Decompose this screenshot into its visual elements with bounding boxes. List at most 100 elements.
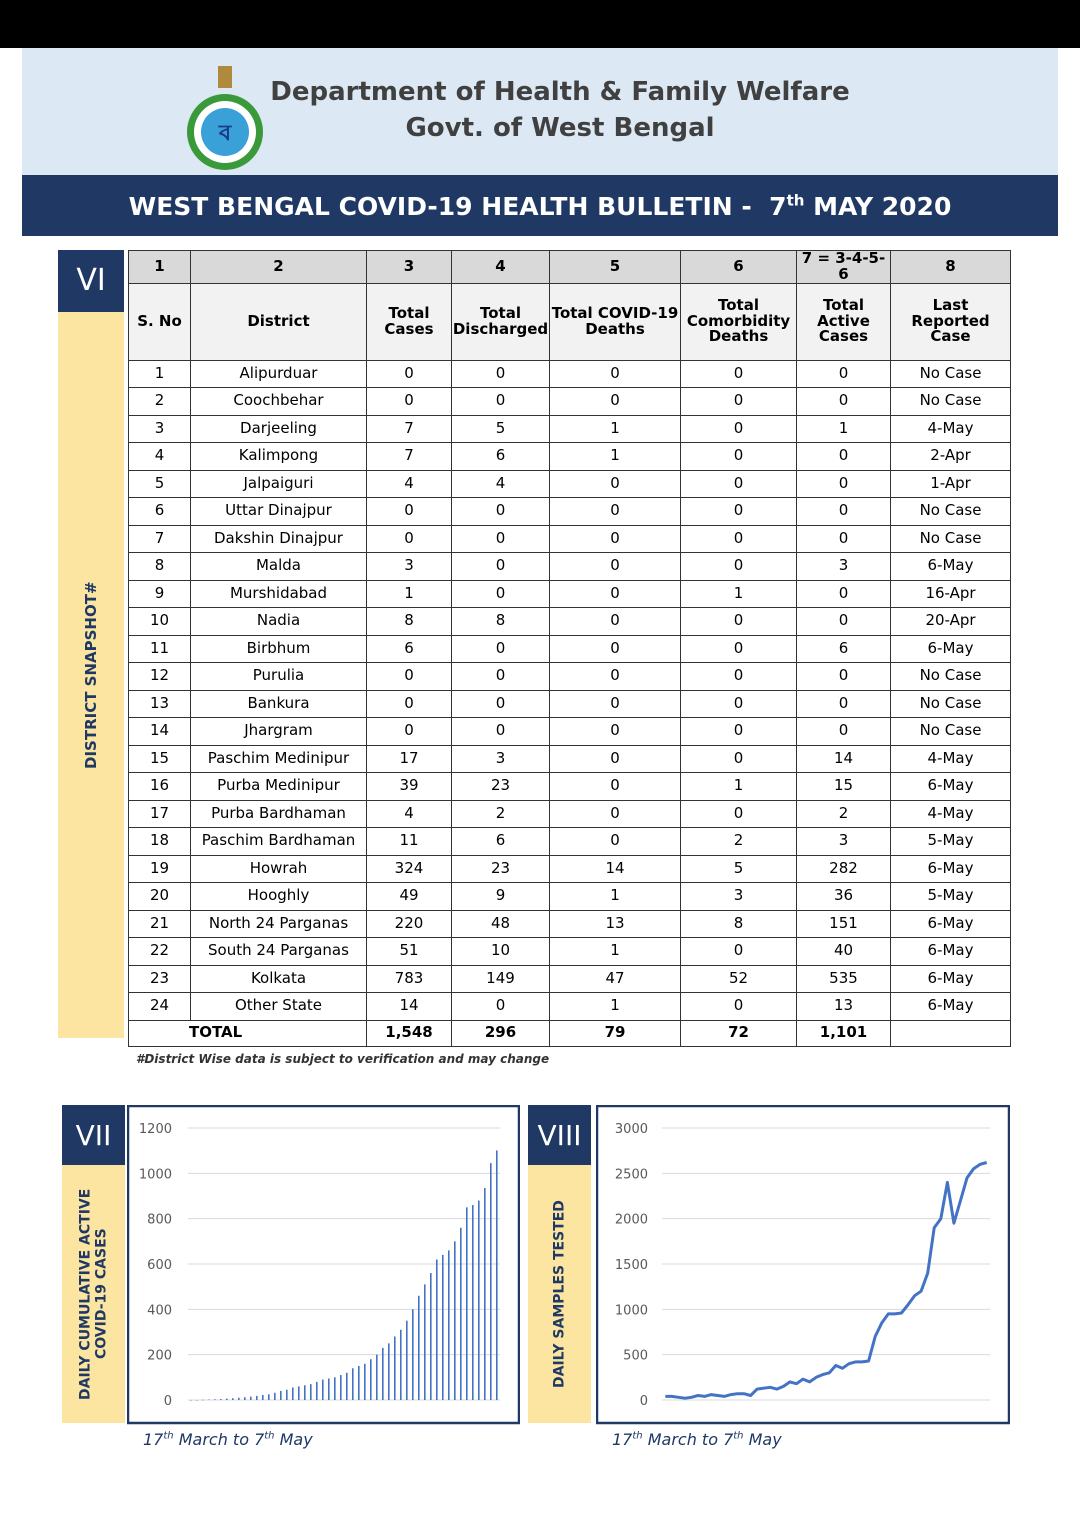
table-cell: 7 (366, 442, 452, 471)
table-cell: 0 (451, 689, 550, 718)
table-cell: 0 (549, 799, 681, 828)
table-cell: Murshidabad (190, 579, 367, 608)
table-row: 21 North 24 Parganas 220 48 13 8 151 6-May (128, 909, 1011, 938)
chart-side-label-line: COVID-19 CASES (93, 1228, 110, 1360)
total-cell: 72 (680, 1019, 797, 1047)
chart-side-label: DAILY CUMULATIVE ACTIVE COVID-19 CASES (62, 1165, 125, 1423)
table-cell: 1-Apr (890, 469, 1011, 498)
table-cell: 0 (680, 607, 797, 636)
table-cell: 0 (796, 607, 891, 636)
column-header: Total Cases (366, 282, 452, 361)
y-tick-label: 400 (147, 1303, 172, 1318)
table-row: 12 Purulia 0 0 0 0 0 No Case (128, 662, 1011, 691)
table-cell: 9 (451, 882, 550, 911)
table-cell: 0 (549, 662, 681, 691)
table-cell: 8 (366, 607, 452, 636)
table-cell: Dakshin Dinajpur (190, 524, 367, 553)
bar (202, 1399, 204, 1401)
chart-caption-part: 17 (143, 1430, 164, 1449)
chart-caption-part: th (632, 1430, 643, 1442)
bulletin-band: WEST BENGAL COVID-19 HEALTH BULLETIN - 7… (22, 175, 1058, 236)
top-bar (0, 0, 1080, 48)
bar (406, 1320, 408, 1400)
table-cell: 0 (549, 579, 681, 608)
table-cell: No Case (890, 717, 1011, 746)
table-cell: 0 (549, 689, 681, 718)
table-cell: 52 (680, 964, 797, 993)
table-cell: 0 (796, 442, 891, 471)
table-cell: 4 (451, 469, 550, 498)
table-cell: 0 (796, 497, 891, 526)
column-header: District (190, 282, 367, 361)
column-number: 5 (549, 250, 681, 284)
table-cell: 23 (451, 854, 550, 883)
table-cell: 0 (680, 497, 797, 526)
table-cell: 149 (451, 964, 550, 993)
table-cell: 0 (549, 524, 681, 553)
table-cell: 14 (128, 717, 191, 746)
chart-number: VIII (528, 1105, 591, 1165)
table-cell: 1 (549, 882, 681, 911)
table-cell: 0 (549, 552, 681, 581)
bar (304, 1385, 306, 1400)
table-cell: 1 (366, 579, 452, 608)
bar (232, 1398, 234, 1400)
table-cell: Howrah (190, 854, 367, 883)
bar (286, 1389, 288, 1400)
table-cell: 0 (549, 772, 681, 801)
bar (274, 1392, 276, 1400)
table-cell: 282 (796, 854, 891, 883)
table-row: 5 Jalpaiguri 4 4 0 0 0 1-Apr (128, 469, 1011, 498)
table-cell: 0 (680, 359, 797, 388)
table-cell: Alipurduar (190, 359, 367, 388)
table-cell: 1 (128, 359, 191, 388)
table-cell: 20-Apr (890, 607, 1011, 636)
column-number: 7 = 3-4-5-6 (796, 250, 891, 284)
column-header: Total Discharged (451, 282, 550, 361)
bar (418, 1295, 420, 1400)
y-tick-label: 800 (147, 1213, 172, 1228)
table-row: 17 Purba Bardhaman 4 2 0 0 2 4-May (128, 799, 1011, 828)
table-cell: Hooghly (190, 882, 367, 911)
table-cell: Kalimpong (190, 442, 367, 471)
table-cell: 8 (128, 552, 191, 581)
y-tick-label: 3000 (615, 1122, 648, 1137)
table-cell: North 24 Parganas (190, 909, 367, 938)
bar (310, 1384, 312, 1400)
table-cell: Jhargram (190, 717, 367, 746)
table-cell: 0 (680, 442, 797, 471)
table-cell: 3 (128, 414, 191, 443)
svg-text:ব: ব (218, 121, 232, 146)
column-number: 3 (366, 250, 452, 284)
table-cell: 51 (366, 937, 452, 966)
table-row: 6 Uttar Dinajpur 0 0 0 0 0 No Case (128, 497, 1011, 526)
table-row: 3 Darjeeling 7 5 1 0 1 4-May (128, 414, 1011, 443)
table-cell: Birbhum (190, 634, 367, 663)
table-cell: 7 (366, 414, 452, 443)
column-number: 6 (680, 250, 797, 284)
table-cell: 6-May (890, 552, 1011, 581)
total-cell: 1,548 (366, 1019, 452, 1047)
table-cell: 15 (796, 772, 891, 801)
table-cell: Uttar Dinajpur (190, 497, 367, 526)
table-cell: 16 (128, 772, 191, 801)
table-cell: 0 (680, 469, 797, 498)
y-tick-label: 1200 (139, 1122, 172, 1137)
bar (190, 1400, 192, 1401)
table-cell: Kolkata (190, 964, 367, 993)
bar (346, 1372, 348, 1400)
table-cell: 0 (549, 469, 681, 498)
table-cell: 0 (366, 524, 452, 553)
table-cell: 39 (366, 772, 452, 801)
table-cell: No Case (890, 689, 1011, 718)
bar (328, 1378, 330, 1400)
bar (268, 1394, 270, 1400)
table-cell: 783 (366, 964, 452, 993)
bar (382, 1347, 384, 1400)
bar (280, 1390, 282, 1400)
bar (412, 1309, 414, 1400)
table-row: 18 Paschim Bardhaman 11 6 0 2 3 5-May (128, 827, 1011, 856)
table-cell: 0 (451, 717, 550, 746)
